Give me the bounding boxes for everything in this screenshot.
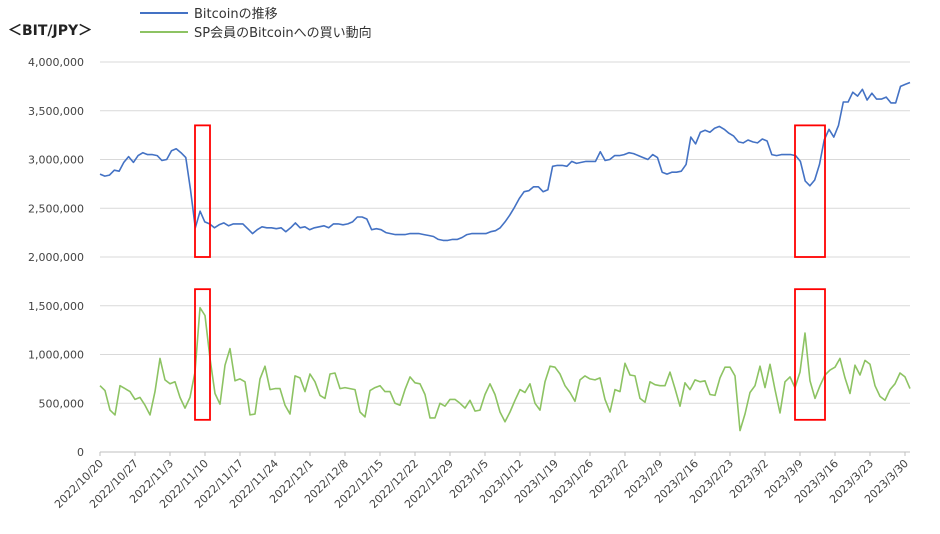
highlight-boxes [194, 124, 826, 421]
y-tick-label: 4,000,000 [28, 56, 84, 69]
y-axis: 0 500,000 1,000,000 1,500,000 2,000,000 2,500… [28, 56, 84, 459]
y-tick-label: 3,000,000 [28, 154, 84, 167]
legend-swatch-bitcoin [140, 11, 188, 14]
series-lines [99, 81, 911, 432]
y-tick-label: 3,500,000 [28, 105, 84, 118]
series-line-sp-buying [99, 306, 911, 432]
y-tick-label: 2,500,000 [28, 202, 84, 215]
y-tick-label: 1,000,000 [28, 349, 84, 362]
legend-item-sp-buying: SP会員のBitcoinへの買い動向 [140, 22, 372, 41]
y-tick-label: 0 [77, 446, 84, 459]
legend-item-bitcoin: Bitcoinの推移 [140, 3, 372, 22]
legend-label-bitcoin: Bitcoinの推移 [194, 7, 278, 22]
highlight-box [794, 288, 826, 421]
series-line-bitcoin [99, 81, 911, 242]
x-axis: 2022/10/202022/10/272022/11/32022/11/102… [52, 451, 911, 511]
y-tick-label: 1,500,000 [28, 300, 84, 313]
highlight-box [194, 124, 211, 258]
y-gridlines [100, 61, 910, 453]
pair-label: ＜BIT/JPY＞ [8, 23, 93, 39]
y-tick-label: 2,000,000 [28, 251, 84, 264]
highlight-box [794, 124, 826, 258]
legend-label-sp-buying: SP会員のBitcoinへの買い動向 [194, 26, 372, 41]
legend-swatch-sp-buying [140, 30, 188, 33]
highlight-box [194, 288, 211, 421]
y-tick-label: 500,000 [39, 397, 85, 410]
chart-legend: Bitcoinの推移 SP会員のBitcoinへの買い動向 [140, 3, 372, 41]
